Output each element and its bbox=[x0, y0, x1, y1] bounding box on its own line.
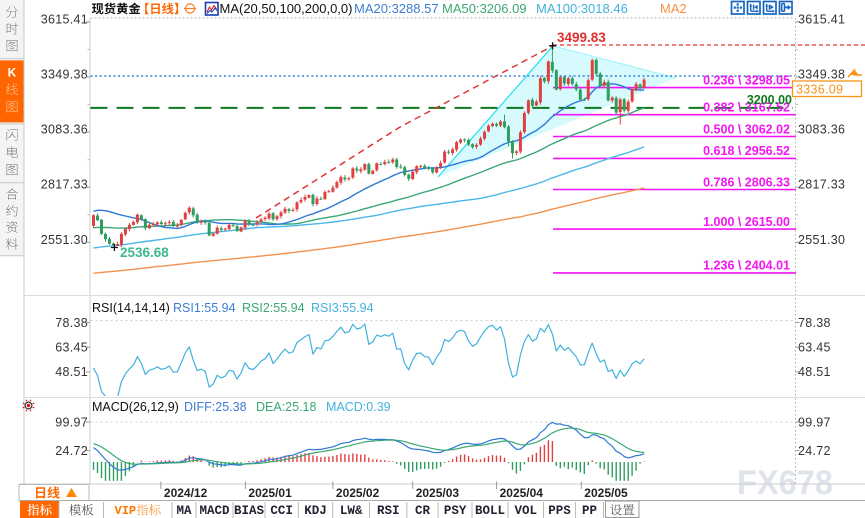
svg-text:VIP: VIP bbox=[115, 504, 137, 518]
svg-text:24.72: 24.72 bbox=[798, 444, 831, 458]
svg-text:24.72: 24.72 bbox=[55, 444, 88, 458]
svg-text:FX678: FX678 bbox=[737, 464, 833, 502]
svg-text:2025/02: 2025/02 bbox=[336, 486, 380, 500]
svg-text:2536.68: 2536.68 bbox=[120, 245, 169, 260]
svg-text:3349.38: 3349.38 bbox=[798, 68, 845, 82]
svg-text:2025/05: 2025/05 bbox=[584, 486, 628, 500]
svg-text:63.45: 63.45 bbox=[798, 341, 831, 355]
svg-text:MACD:0.39: MACD:0.39 bbox=[326, 400, 391, 414]
svg-text:RSI1:55.94: RSI1:55.94 bbox=[173, 301, 236, 315]
svg-text:RSI(14,14,14): RSI(14,14,14) bbox=[92, 301, 170, 315]
svg-text:3499.83: 3499.83 bbox=[557, 30, 606, 45]
svg-text:VOL: VOL bbox=[515, 504, 538, 518]
svg-text:2024/12: 2024/12 bbox=[164, 486, 208, 500]
svg-text:KDJ: KDJ bbox=[304, 504, 327, 518]
svg-text:1.000 \ 2615.00: 1.000 \ 2615.00 bbox=[703, 215, 790, 229]
svg-text:2817.33: 2817.33 bbox=[798, 178, 845, 192]
svg-text:BOLL: BOLL bbox=[475, 504, 505, 518]
svg-text:RSI2:55.94: RSI2:55.94 bbox=[242, 301, 305, 315]
svg-text:BIAS: BIAS bbox=[234, 504, 265, 518]
svg-text:K: K bbox=[8, 66, 17, 80]
svg-text:3336.09: 3336.09 bbox=[796, 83, 843, 97]
svg-text:CCI: CCI bbox=[270, 504, 293, 518]
svg-text:RSI3:55.94: RSI3:55.94 bbox=[311, 301, 374, 315]
svg-text:0.382 \ 3167.52: 0.382 \ 3167.52 bbox=[703, 101, 790, 115]
svg-text:2025/03: 2025/03 bbox=[416, 486, 460, 500]
svg-text:0.236 \ 3298.05: 0.236 \ 3298.05 bbox=[703, 73, 790, 87]
svg-text:MA: MA bbox=[176, 504, 192, 518]
svg-text:3615.41: 3615.41 bbox=[41, 12, 88, 26]
svg-text:99.97: 99.97 bbox=[798, 415, 831, 429]
svg-text:PP: PP bbox=[582, 504, 597, 518]
svg-text:2025/04: 2025/04 bbox=[500, 486, 544, 500]
svg-text:DIFF:25.38: DIFF:25.38 bbox=[184, 400, 247, 414]
svg-text:48.51: 48.51 bbox=[55, 365, 88, 379]
svg-text:3083.36: 3083.36 bbox=[798, 123, 845, 137]
svg-text:0.786 \ 2806.33: 0.786 \ 2806.33 bbox=[703, 175, 790, 189]
svg-text:3200.00: 3200.00 bbox=[747, 93, 792, 107]
svg-text:99.97: 99.97 bbox=[55, 415, 88, 429]
svg-text:PPS: PPS bbox=[548, 504, 571, 518]
svg-text:PSY: PSY bbox=[444, 504, 467, 518]
svg-text:3349.38: 3349.38 bbox=[41, 68, 88, 82]
svg-text:0.500 \ 3062.02: 0.500 \ 3062.02 bbox=[703, 122, 790, 136]
svg-text:MA50:3206.09: MA50:3206.09 bbox=[442, 1, 527, 16]
svg-text:MACD: MACD bbox=[199, 504, 230, 518]
svg-text:0.618 \ 2956.52: 0.618 \ 2956.52 bbox=[703, 144, 790, 158]
svg-text:2025/01: 2025/01 bbox=[248, 486, 292, 500]
svg-text:3615.41: 3615.41 bbox=[798, 12, 845, 26]
svg-text:RSI: RSI bbox=[377, 504, 400, 518]
svg-text:DEA:25.18: DEA:25.18 bbox=[256, 400, 317, 414]
svg-text:MA20:3288.57: MA20:3288.57 bbox=[354, 1, 439, 16]
svg-text:3083.36: 3083.36 bbox=[41, 123, 88, 137]
svg-text:LW&: LW& bbox=[340, 504, 363, 518]
svg-text:1.236 \ 2404.01: 1.236 \ 2404.01 bbox=[703, 259, 790, 273]
svg-text:2551.30: 2551.30 bbox=[798, 233, 845, 247]
svg-text:48.51: 48.51 bbox=[798, 365, 831, 379]
svg-text:2817.33: 2817.33 bbox=[41, 178, 88, 192]
svg-text:78.38: 78.38 bbox=[55, 316, 88, 330]
svg-text:MA2: MA2 bbox=[660, 1, 687, 16]
svg-text:CR: CR bbox=[415, 504, 431, 518]
svg-text:2551.30: 2551.30 bbox=[41, 233, 88, 247]
svg-text:MA(20,50,100,200,0,0): MA(20,50,100,200,0,0) bbox=[220, 1, 353, 16]
svg-text:MACD(26,12,9): MACD(26,12,9) bbox=[92, 400, 179, 414]
svg-text:63.45: 63.45 bbox=[55, 341, 88, 355]
svg-text:MA100:3018.46: MA100:3018.46 bbox=[536, 1, 628, 16]
svg-text:78.38: 78.38 bbox=[798, 316, 831, 330]
